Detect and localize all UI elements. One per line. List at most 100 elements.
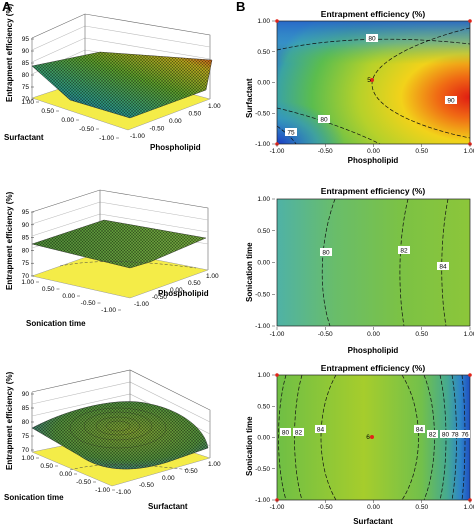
surface-2-x-tick: -0.50 xyxy=(152,294,167,301)
surface-plot-3: 90 85 80 75 70 Entrapment efficiency (%) Son… xyxy=(4,369,221,511)
contour-2-x-tick: 1.00 xyxy=(464,331,474,338)
surface-3-x-tick: -0.50 xyxy=(139,482,154,489)
surface-2-xlabel: Phospholipid xyxy=(158,289,209,298)
contour-2-y-tick: -0.50 xyxy=(255,291,270,298)
contour-plot-3: Entrapment efficiency (%) 80 82 84 xyxy=(245,363,474,526)
contour-3-y-tick: -1.00 xyxy=(255,497,270,504)
contour-2-xlabel: Phospholipid xyxy=(348,346,399,355)
contour-3-label: 82 xyxy=(429,432,437,439)
contour-1-x-tick: -0.50 xyxy=(318,148,333,155)
contour-3-y-tick: 1.00 xyxy=(257,372,270,379)
contour-2-label: 80 xyxy=(322,250,330,257)
contour-1-x-tick: 1.00 xyxy=(464,148,474,155)
surface-2-x-tick: 1.00 xyxy=(206,273,219,280)
contour-2-label: 84 xyxy=(439,264,447,271)
contour-2-label: 82 xyxy=(400,248,408,255)
contour-3-y-tick: 0.50 xyxy=(257,403,270,410)
surface-3-ylabel: Sonication time xyxy=(4,493,64,502)
surface-3-z-tick: 70 xyxy=(22,447,30,454)
surface-1-x-tick: 1.00 xyxy=(208,103,221,110)
surface-2-z-tick: 95 xyxy=(22,209,30,216)
surface-3-z-tick: 85 xyxy=(22,405,30,412)
contour-2-x-tick: -1.00 xyxy=(270,331,285,338)
contour-1-ylabel: Surfactant xyxy=(245,78,254,118)
surface-1-z-tick: 70 xyxy=(22,96,30,103)
surface-3-y-tick: 0.50 xyxy=(40,463,53,470)
contour-1-label: 75 xyxy=(287,130,295,137)
panel-letter-b: B xyxy=(236,0,245,14)
surface-3-y-tick: -0.50 xyxy=(76,479,91,486)
surface-2-y-tick: -1.00 xyxy=(101,307,116,314)
contour-3-y-tick: 0.00 xyxy=(257,435,270,442)
surface-2-y-tick: 1.00 xyxy=(21,279,34,286)
surface-2-y-tick: -0.50 xyxy=(81,300,96,307)
surface-1-y-tick: 0.00 xyxy=(61,117,74,124)
contour-1-labels: 80 80 75 90 xyxy=(285,34,457,137)
surface-2-z-tick: 70 xyxy=(22,273,30,280)
surface-plot-2: 95 90 85 80 75 70 Entrapment efficiency (%) S… xyxy=(5,189,219,328)
surface-1-zlabel: Entrapment efficiency (%) xyxy=(5,3,14,102)
surface-1-y-tick: 1.00 xyxy=(21,99,34,106)
surface-1-x-tick: 0.50 xyxy=(189,111,202,118)
contour-1-label: 80 xyxy=(320,117,328,124)
surface-2-x-tick: 0.00 xyxy=(170,287,183,294)
surface-1-y-tick: -0.50 xyxy=(79,126,94,133)
contour-2-x-tick: 0.50 xyxy=(415,331,428,338)
surface-2-z-tick: 90 xyxy=(22,222,30,229)
contour-2-labels: 80 82 84 xyxy=(320,246,449,271)
contour-1-design-point-label: 5 xyxy=(367,77,371,84)
contour-3-label: 78 xyxy=(451,432,459,439)
surface-2-zlabel: Entrapment efficiency (%) xyxy=(5,191,14,290)
contour-2-x-tick: 0.00 xyxy=(367,331,380,338)
surface-2-y-tick: 0.50 xyxy=(42,286,55,293)
contour-3-ylabel: Sonication time xyxy=(245,416,254,476)
surface-1-z-tick: 85 xyxy=(22,60,30,67)
surface-1-z-tick: 75 xyxy=(22,84,30,91)
contour-3-labels: 80 82 84 84 82 80 78 76 xyxy=(280,425,470,439)
surface-2-x-tick: -1.00 xyxy=(134,301,149,308)
panel-letter-a: A xyxy=(2,0,12,14)
surface-2-z-tick: 80 xyxy=(22,247,30,254)
surface-1-x-tick: -0.50 xyxy=(150,126,165,133)
surface-2-x-tick: 0.50 xyxy=(188,280,201,287)
surface-3-zlabel: Entrapment efficiency (%) xyxy=(5,371,14,470)
contour-3-label: 76 xyxy=(461,432,469,439)
contour-1-design-point xyxy=(370,78,374,82)
contour-3-x-tick: -0.50 xyxy=(318,504,333,511)
contour-3-x-tick: -1.00 xyxy=(270,504,285,511)
surface-plot-1: 95 90 85 80 75 70 Entrapment efficiency (%) S… xyxy=(4,3,221,152)
surface-1-x-tick: 0.00 xyxy=(169,118,182,125)
surface-3-x-tick: 1.00 xyxy=(208,461,221,468)
contour-2-lines xyxy=(321,199,449,326)
contour-2-y-tick: 0.50 xyxy=(257,228,270,235)
surface-2-z-tick: 85 xyxy=(22,235,30,242)
surface-1-y-tick: 0.50 xyxy=(41,108,54,115)
surface-2-floor xyxy=(31,249,209,299)
contour-3-x-tick: 1.00 xyxy=(464,504,474,511)
surface-3-z-tick: 90 xyxy=(22,391,30,398)
surface-2-ylabel: Sonication time xyxy=(26,319,86,328)
contour-2-title: Entrapment efficiency (%) xyxy=(321,186,426,196)
contour-1-x-tick: 0.50 xyxy=(415,148,428,155)
contour-3-label: 84 xyxy=(317,427,325,434)
contour-3-xlabel: Surfactant xyxy=(353,517,393,526)
contour-3-title: Entrapment efficiency (%) xyxy=(321,363,426,373)
contour-3-x-tick: 0.00 xyxy=(367,504,380,511)
surface-3-y-tick: 1.00 xyxy=(21,455,34,462)
surface-1-y-tick: -1.00 xyxy=(99,135,114,142)
contour-3-label: 82 xyxy=(295,430,303,437)
surface-3-y-tick: 0.00 xyxy=(59,471,72,478)
contour-1-y-tick: -0.50 xyxy=(255,110,270,117)
surface-2-z-tick: 75 xyxy=(22,260,30,267)
contour-1-label: 90 xyxy=(447,98,455,105)
contour-2-y-tick: 1.00 xyxy=(257,196,270,203)
contour-1-y-tick: 0.00 xyxy=(257,80,270,87)
surface-1-z-tick: 80 xyxy=(22,72,30,79)
surface-3-xlabel: Surfactant xyxy=(148,502,188,511)
contour-3-design-point-label: 6 xyxy=(366,434,370,441)
surface-1-z-tick: 90 xyxy=(22,48,30,55)
contour-2-y-tick: -1.00 xyxy=(255,323,270,330)
surface-3-x-tick: -1.00 xyxy=(116,489,131,496)
contour-1-x-tick: 0.00 xyxy=(367,148,380,155)
surface-1-z-tick: 95 xyxy=(22,36,30,43)
